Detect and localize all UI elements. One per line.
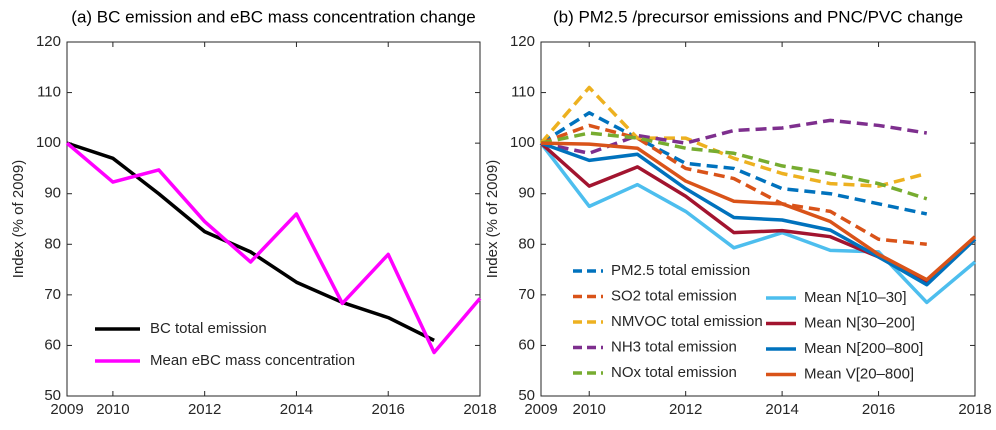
series-line <box>540 141 977 282</box>
series-line <box>540 131 928 201</box>
y-tick-label: 110 <box>511 84 535 101</box>
legend-label: PM2.5 total emission <box>611 262 750 279</box>
legend-label: SO2 total emission <box>611 287 737 304</box>
series-line <box>540 141 977 287</box>
y-tick-label: 90 <box>518 185 535 202</box>
x-tick-label: 2010 <box>573 401 606 418</box>
series-line <box>66 141 435 342</box>
series-line <box>539 85 928 188</box>
legend-label: NMVOC total emission <box>611 313 763 330</box>
y-tick-label: 120 <box>510 33 535 50</box>
x-tick-label: 2012 <box>188 401 221 418</box>
plot-frame <box>66 41 481 397</box>
x-tick-label: 2016 <box>862 401 895 418</box>
y-tick-label: 60 <box>44 336 61 353</box>
chart-title: (a) BC emission and eBC mass concentrati… <box>71 7 475 26</box>
x-tick-label: 2009 <box>50 401 83 418</box>
series-line <box>539 142 977 305</box>
y-tick-label: 80 <box>44 235 61 252</box>
y-tick-label: 110 <box>37 84 61 101</box>
legend-label: Mean V[20–800] <box>804 365 914 382</box>
y-tick-label: 120 <box>36 33 61 50</box>
legend-label: NH3 total emission <box>611 338 737 355</box>
y-axis-label: Index (% of 2009) <box>10 160 27 278</box>
plot-frame <box>540 41 976 397</box>
legend-label: Mean N[200–800] <box>804 340 923 357</box>
series-line <box>540 123 927 247</box>
y-tick-label: 50 <box>44 387 61 404</box>
y-tick-label: 50 <box>518 387 535 404</box>
x-tick-label: 2018 <box>463 401 496 418</box>
x-tick-label: 2009 <box>524 401 557 418</box>
x-tick-label: 2012 <box>669 401 702 418</box>
series-line <box>65 141 482 355</box>
y-tick-label: 100 <box>510 134 535 151</box>
x-tick-label: 2010 <box>96 401 129 418</box>
series-line <box>539 141 977 285</box>
chart-title: (b) PM2.5 /precursor emissions and PNC/P… <box>553 7 963 26</box>
y-tick-label: 90 <box>44 185 61 202</box>
legend-label: Mean N[30–200] <box>804 314 915 331</box>
y-tick-label: 100 <box>36 134 61 151</box>
series-line <box>540 118 928 156</box>
x-tick-label: 2018 <box>958 401 991 418</box>
legend-label: Mean N[10–30] <box>804 289 907 306</box>
y-tick-label: 70 <box>518 286 535 303</box>
y-tick-label: 60 <box>518 336 535 353</box>
series-line <box>540 111 928 216</box>
y-tick-label: 70 <box>44 286 61 303</box>
y-tick-label: 80 <box>518 235 535 252</box>
legend-label: BC total emission <box>150 320 267 337</box>
y-axis-label: Index (% of 2009) <box>484 160 501 278</box>
x-tick-label: 2014 <box>765 401 798 418</box>
legend-label: Mean eBC mass concentration <box>150 352 355 369</box>
x-tick-label: 2014 <box>280 401 313 418</box>
legend-label: NOx total emission <box>611 364 737 381</box>
x-tick-label: 2016 <box>372 401 405 418</box>
